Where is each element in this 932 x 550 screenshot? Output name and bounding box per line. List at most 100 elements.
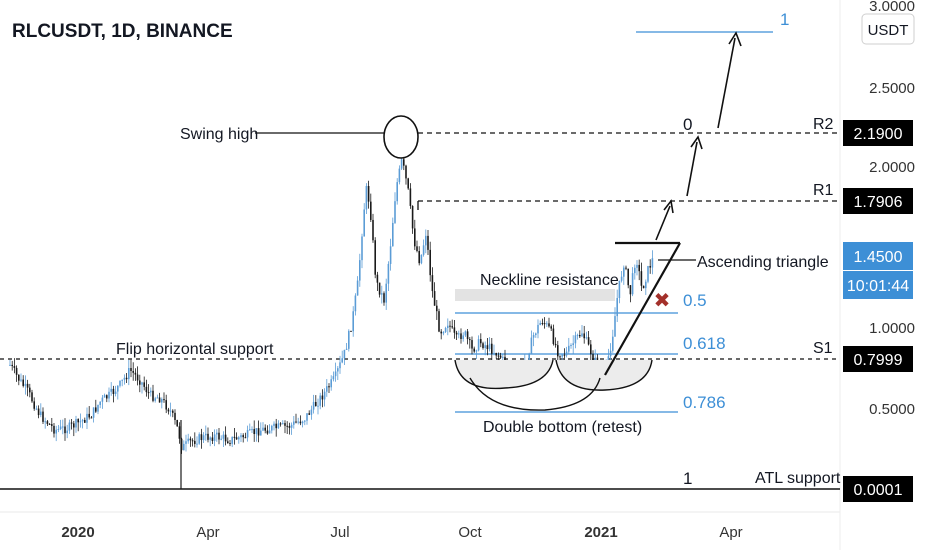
price-tag-current-text: 1.4500 — [854, 249, 903, 266]
candle-body — [348, 330, 350, 349]
candle-body — [645, 281, 647, 289]
y-tick-labels: 3.0000 2.5000 2.0000 1.0000 0.5000 — [869, 0, 915, 418]
y-tick-label: 2.5000 — [869, 80, 915, 97]
atl-support-label: ATL support — [755, 470, 841, 487]
candle-body — [548, 323, 550, 327]
candle-body — [156, 397, 159, 399]
candle-body — [288, 425, 291, 428]
candle-body — [273, 423, 275, 426]
candle-body — [537, 324, 539, 334]
candle-body — [139, 380, 141, 385]
horizontal-levels — [0, 132, 840, 490]
price-tag-r2-text: 2.1900 — [854, 126, 903, 143]
candle-body — [99, 401, 101, 405]
candle-body — [132, 370, 134, 373]
candle-body — [502, 356, 504, 358]
candle-body — [59, 426, 62, 429]
candle-body — [436, 305, 438, 312]
candle-body — [123, 377, 126, 380]
candle-body — [334, 371, 337, 377]
candle-body — [95, 407, 97, 412]
candle-body — [86, 413, 88, 423]
candle-body — [249, 429, 251, 431]
candle-body — [191, 440, 194, 442]
candle-body — [535, 333, 537, 336]
candle-body — [97, 404, 99, 412]
fib-label: 1 — [683, 469, 692, 488]
candle-body — [323, 391, 326, 400]
candle-body — [647, 266, 649, 282]
candle-body — [561, 354, 563, 357]
candle-body — [438, 311, 440, 332]
candle-body — [629, 285, 632, 295]
candle-body — [103, 395, 106, 398]
candle-body — [165, 400, 167, 410]
candle-body — [53, 425, 55, 434]
candle-body — [121, 379, 123, 381]
candle-body — [290, 424, 293, 428]
currency-badge[interactable]: USDT — [861, 13, 915, 45]
candle-body — [642, 285, 645, 289]
candle-body — [147, 392, 150, 394]
y-tick-label: 0.5000 — [869, 401, 915, 418]
candle-body — [257, 428, 260, 436]
candle-body — [416, 246, 418, 252]
candle-body — [152, 390, 154, 401]
candle-body — [18, 374, 20, 381]
candle-body — [134, 372, 137, 375]
candle-body — [143, 382, 145, 387]
candle-body — [594, 357, 596, 361]
candle-body — [253, 429, 255, 435]
candle-body — [176, 420, 178, 427]
candle-body — [425, 235, 427, 246]
candle-body — [407, 178, 409, 189]
candle-body — [541, 323, 544, 325]
candle-body — [125, 377, 128, 380]
candle-body — [178, 426, 181, 439]
candle-body — [612, 336, 614, 351]
candle-body — [649, 266, 651, 268]
candle-body — [499, 355, 502, 358]
price-tag-r1-text: 1.7906 — [854, 194, 903, 211]
candle-body — [207, 433, 209, 440]
candle-body — [576, 334, 579, 336]
r1-label: R1 — [813, 182, 834, 199]
candle-body — [636, 264, 638, 268]
candle-body — [559, 356, 561, 358]
candle-body — [372, 219, 374, 241]
candle-body — [587, 337, 590, 345]
fib-label: 0.786 — [683, 393, 726, 412]
candle-body — [22, 379, 24, 386]
candle-body — [136, 374, 139, 381]
invalid-mark-icon: ✖ — [654, 290, 671, 312]
arrow-1 — [655, 205, 671, 241]
candle-body — [20, 379, 22, 381]
candle-body — [574, 335, 577, 344]
candle-body — [460, 333, 462, 340]
candle-body — [233, 436, 236, 438]
candle-body — [161, 399, 163, 403]
candle-body — [471, 340, 473, 349]
price-tag-s1 — [843, 346, 913, 372]
candle-body — [625, 267, 627, 269]
candle-body — [455, 332, 458, 335]
price-tag-r2 — [843, 120, 913, 146]
candle-body — [532, 335, 535, 338]
double-bottom-arcs — [454, 359, 653, 411]
candle-body — [431, 275, 434, 292]
candle-body — [9, 364, 11, 366]
arrow-2 — [686, 141, 698, 197]
candle-body — [202, 435, 205, 441]
candle-body — [88, 413, 90, 418]
candle-body — [183, 443, 185, 451]
candle-body — [150, 390, 152, 393]
bottom-arc-left — [454, 359, 554, 390]
countdown-tag-text: 10:01:44 — [847, 278, 909, 295]
candle-body — [631, 273, 634, 295]
candle-body — [345, 348, 348, 350]
candle-body — [493, 352, 495, 354]
candle-body — [447, 325, 449, 328]
neckline-zone — [455, 289, 615, 301]
x-tick-label: 2020 — [61, 524, 94, 541]
